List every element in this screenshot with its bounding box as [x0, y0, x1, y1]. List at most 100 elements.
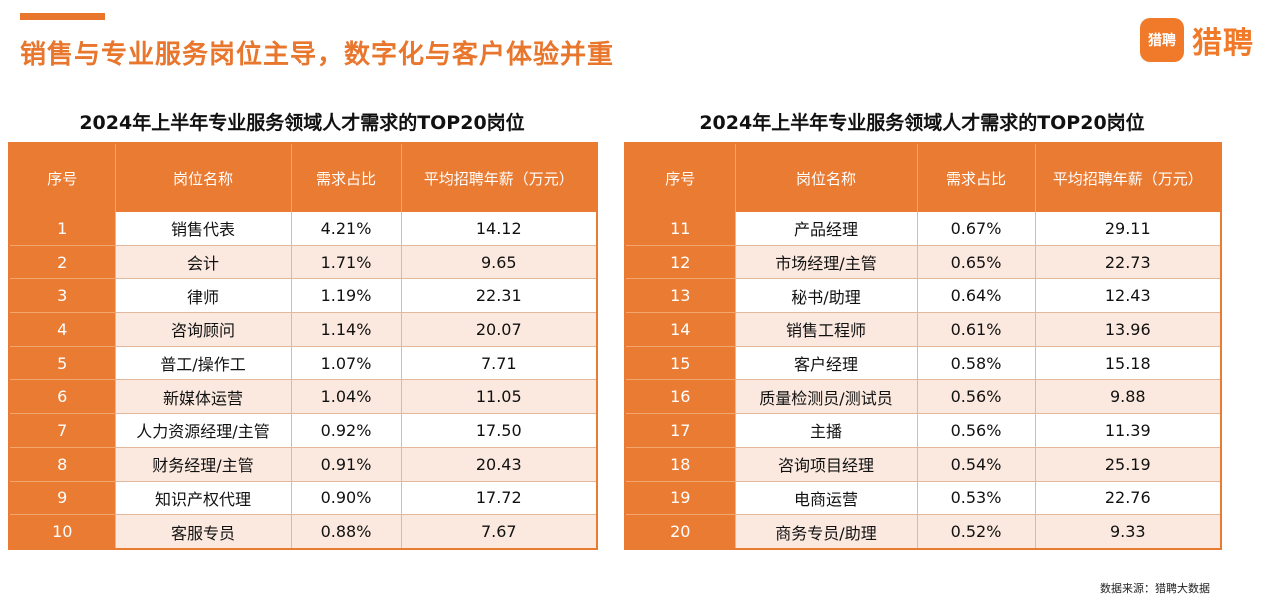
avg-salary-cell: 9.88 [1035, 379, 1222, 415]
avg-salary-cell: 7.71 [401, 346, 598, 381]
job-title-cell: 律师 [115, 278, 292, 314]
table-row: 16 质量检测员/测试员 0.56% 9.88 [625, 379, 1222, 415]
avg-salary-cell: 14.12 [401, 212, 598, 246]
rank-cell: 20 [625, 514, 736, 550]
logo-badge: 猎聘 [1140, 18, 1184, 62]
avg-salary-cell: 7.67 [401, 514, 598, 550]
rank-cell: 5 [9, 346, 116, 381]
left-table-title: 2024年上半年专业服务领域人才需求的TOP20岗位 [79, 112, 525, 134]
job-title-cell: 知识产权代理 [115, 481, 292, 516]
left-table-block: 2024年上半年专业服务领域人才需求的TOP20岗位 序号 岗位名称 需求占比 … [8, 108, 598, 550]
rank-cell: 6 [9, 379, 116, 415]
job-title-cell: 市场经理/主管 [735, 245, 918, 280]
rank-cell: 15 [625, 346, 736, 381]
job-title-cell: 新媒体运营 [115, 379, 292, 415]
job-title-cell: 产品经理 [735, 212, 918, 246]
table-row: 19 电商运营 0.53% 22.76 [625, 481, 1222, 516]
page-headline: 销售与专业服务岗位主导，数字化与客户体验并重 [20, 40, 615, 70]
job-title-cell: 普工/操作工 [115, 346, 292, 381]
column-header: 岗位名称 [735, 143, 918, 212]
table-row: 4 咨询顾问 1.14% 20.07 [9, 312, 598, 347]
demand-share-cell: 0.58% [917, 346, 1036, 381]
table-row: 2 会计 1.71% 9.65 [9, 245, 598, 280]
rank-cell: 17 [625, 413, 736, 448]
avg-salary-cell: 22.76 [1035, 481, 1222, 516]
demand-share-cell: 0.52% [917, 514, 1036, 550]
table-row: 18 咨询项目经理 0.54% 25.19 [625, 447, 1222, 482]
rank-cell: 10 [9, 514, 116, 550]
rank-cell: 13 [625, 278, 736, 314]
rank-cell: 1 [9, 212, 116, 246]
avg-salary-cell: 15.18 [1035, 346, 1222, 381]
table-row: 6 新媒体运营 1.04% 11.05 [9, 379, 598, 415]
demand-share-cell: 0.92% [291, 413, 402, 448]
job-title-cell: 商务专员/助理 [735, 514, 918, 550]
demand-share-cell: 0.53% [917, 481, 1036, 516]
column-header: 序号 [625, 143, 736, 212]
table-row: 17 主播 0.56% 11.39 [625, 413, 1222, 448]
right-data-table: 序号 岗位名称 需求占比 平均招聘年薪（万元） 11 产品经理 0.67% 29.11… [624, 142, 1222, 550]
avg-salary-cell: 29.11 [1035, 212, 1222, 246]
job-title-cell: 客服专员 [115, 514, 292, 550]
table-row: 12 市场经理/主管 0.65% 22.73 [625, 245, 1222, 280]
rank-cell: 7 [9, 413, 116, 448]
demand-share-cell: 4.21% [291, 212, 402, 246]
demand-share-cell: 1.19% [291, 278, 402, 314]
table-row: 13 秘书/助理 0.64% 12.43 [625, 278, 1222, 314]
avg-salary-cell: 9.33 [1035, 514, 1222, 550]
demand-share-cell: 0.65% [917, 245, 1036, 280]
table-header-row: 序号 岗位名称 需求占比 平均招聘年薪（万元） [625, 143, 1222, 212]
rank-cell: 9 [9, 481, 116, 516]
right-table-title: 2024年上半年专业服务领域人才需求的TOP20岗位 [699, 112, 1145, 134]
demand-share-cell: 1.71% [291, 245, 402, 280]
demand-share-cell: 0.54% [917, 447, 1036, 482]
job-title-cell: 销售代表 [115, 212, 292, 246]
job-title-cell: 会计 [115, 245, 292, 280]
table-header-row: 序号 岗位名称 需求占比 平均招聘年薪（万元） [9, 143, 598, 212]
avg-salary-cell: 20.07 [401, 312, 598, 347]
avg-salary-cell: 22.73 [1035, 245, 1222, 280]
rank-cell: 3 [9, 278, 116, 314]
demand-share-cell: 0.90% [291, 481, 402, 516]
job-title-cell: 销售工程师 [735, 312, 918, 347]
column-header: 需求占比 [917, 143, 1036, 212]
job-title-cell: 客户经理 [735, 346, 918, 381]
rank-cell: 19 [625, 481, 736, 516]
job-title-cell: 质量检测员/测试员 [735, 379, 918, 415]
demand-share-cell: 0.64% [917, 278, 1036, 314]
job-title-cell: 咨询项目经理 [735, 447, 918, 482]
data-source-note: 数据来源：猎聘大数据 [1100, 582, 1210, 595]
avg-salary-cell: 11.39 [1035, 413, 1222, 448]
demand-share-cell: 0.56% [917, 413, 1036, 448]
avg-salary-cell: 22.31 [401, 278, 598, 314]
demand-share-cell: 1.14% [291, 312, 402, 347]
accent-bar [20, 13, 105, 20]
demand-share-cell: 0.91% [291, 447, 402, 482]
table-row: 10 客服专员 0.88% 7.67 [9, 514, 598, 550]
table-row: 15 客户经理 0.58% 15.18 [625, 346, 1222, 381]
left-data-table: 序号 岗位名称 需求占比 平均招聘年薪（万元） 1 销售代表 4.21% 14.12 … [8, 142, 598, 550]
rank-cell: 16 [625, 379, 736, 415]
demand-share-cell: 1.04% [291, 379, 402, 415]
liepin-logo: 猎聘 猎聘 [1140, 18, 1254, 62]
job-title-cell: 人力资源经理/主管 [115, 413, 292, 448]
avg-salary-cell: 13.96 [1035, 312, 1222, 347]
table-row: 20 商务专员/助理 0.52% 9.33 [625, 514, 1222, 550]
job-title-cell: 电商运营 [735, 481, 918, 516]
table-row: 1 销售代表 4.21% 14.12 [9, 212, 598, 246]
avg-salary-cell: 20.43 [401, 447, 598, 482]
table-row: 7 人力资源经理/主管 0.92% 17.50 [9, 413, 598, 448]
job-title-cell: 主播 [735, 413, 918, 448]
avg-salary-cell: 12.43 [1035, 278, 1222, 314]
right-table-block: 2024年上半年专业服务领域人才需求的TOP20岗位 序号 岗位名称 需求占比 … [624, 108, 1222, 550]
column-header: 序号 [9, 143, 116, 212]
avg-salary-cell: 17.72 [401, 481, 598, 516]
rank-cell: 8 [9, 447, 116, 482]
demand-share-cell: 1.07% [291, 346, 402, 381]
rank-cell: 2 [9, 245, 116, 280]
column-header: 岗位名称 [115, 143, 292, 212]
table-row: 8 财务经理/主管 0.91% 20.43 [9, 447, 598, 482]
rank-cell: 18 [625, 447, 736, 482]
avg-salary-cell: 25.19 [1035, 447, 1222, 482]
avg-salary-cell: 11.05 [401, 379, 598, 415]
